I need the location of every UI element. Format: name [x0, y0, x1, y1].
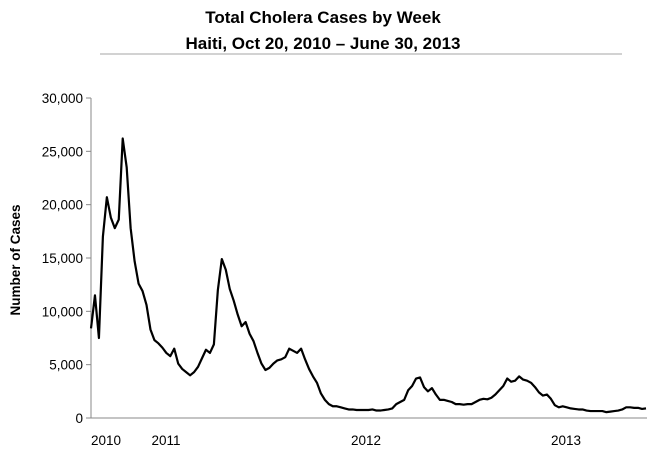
- y-tick-label: 10,000: [42, 304, 83, 319]
- y-tick-label: 5,000: [49, 358, 83, 373]
- y-tick-label: 25,000: [42, 144, 83, 159]
- x-axis: 2010 2011 2012 2013: [91, 417, 647, 448]
- x-tick-label: 2012: [351, 433, 381, 448]
- y-tick-label: 0: [75, 411, 83, 426]
- y-tick-label: 20,000: [42, 198, 83, 213]
- y-tick-label: 30,000: [42, 91, 83, 106]
- series-group: [89, 137, 647, 414]
- y-axis: 30,000 25,000 20,000 15,000 10,000 5,000 0: [42, 91, 92, 426]
- x-tick-label: 2010: [91, 433, 121, 448]
- y-tick-label: 15,000: [42, 251, 83, 266]
- series-line: [89, 137, 647, 414]
- x-tick-label: 2011: [151, 433, 180, 448]
- chart-subtitle: Haiti, Oct 20, 2010 – June 30, 2013: [186, 34, 461, 53]
- x-tick-label: 2013: [551, 433, 581, 448]
- chart-title: Total Cholera Cases by Week: [205, 8, 441, 27]
- y-axis-label: Number of Cases: [8, 204, 23, 315]
